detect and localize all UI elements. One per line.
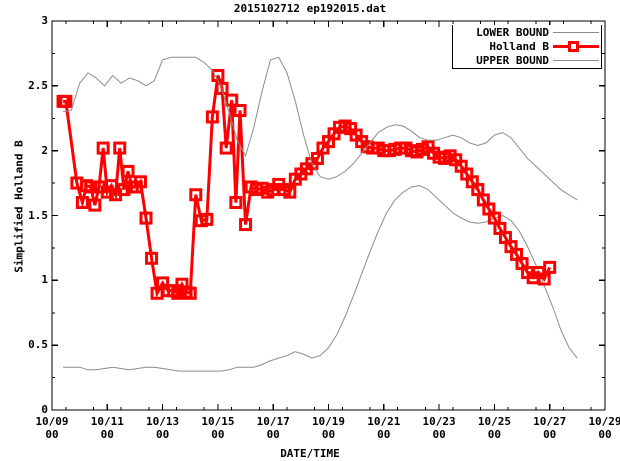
legend-key-upper-bound bbox=[553, 54, 599, 68]
data-point-marker bbox=[219, 141, 233, 155]
x-axis-tick-label: 10/21 00 bbox=[349, 415, 419, 441]
x-axis-tick-label: 10/11 00 bbox=[72, 415, 142, 441]
data-point-marker bbox=[84, 180, 98, 194]
x-tick-date: 10/15 bbox=[201, 415, 235, 428]
data-point-marker bbox=[229, 196, 243, 210]
x-axis-tick-label: 10/15 00 bbox=[183, 415, 253, 441]
x-tick-date: 10/27 bbox=[533, 415, 567, 428]
y-axis-tick-label: 1.5 bbox=[28, 208, 48, 222]
legend-label-upper-bound: UPPER BOUND bbox=[476, 54, 549, 67]
y-axis-tick-label: 3 bbox=[41, 14, 48, 27]
x-tick-hour: 00 bbox=[487, 428, 502, 441]
data-point-marker bbox=[183, 286, 197, 300]
data-point-marker bbox=[537, 272, 551, 286]
legend-key-holland-b bbox=[553, 40, 599, 54]
data-point-marker bbox=[239, 218, 253, 232]
y-axis-tick-label: 2.5 bbox=[28, 78, 48, 92]
x-tick-hour: 00 bbox=[266, 428, 280, 441]
x-axis-label: DATE/TIME bbox=[280, 447, 340, 460]
data-point-marker bbox=[233, 103, 247, 117]
x-tick-hour: 00 bbox=[321, 428, 336, 441]
legend-square-marker-icon bbox=[568, 41, 579, 52]
x-tick-hour: 00 bbox=[377, 428, 391, 441]
legend-line-icon bbox=[553, 32, 599, 33]
data-point-marker bbox=[205, 110, 219, 124]
x-tick-date: 10/17 bbox=[256, 415, 290, 428]
x-tick-hour: 00 bbox=[598, 428, 612, 441]
legend-key-lower-bound bbox=[553, 26, 599, 40]
legend-item-upper-bound[interactable]: UPPER BOUND bbox=[453, 54, 603, 68]
data-point-marker bbox=[225, 93, 239, 107]
legend-label-holland-b: Holland B bbox=[489, 40, 549, 53]
data-point-marker bbox=[215, 81, 229, 95]
x-tick-hour: 00 bbox=[45, 428, 59, 441]
x-tick-hour: 00 bbox=[432, 428, 446, 441]
data-point-marker bbox=[88, 198, 102, 212]
chart-title: 2015102712 ep192015.dat bbox=[233, 2, 387, 15]
data-point-marker bbox=[139, 211, 153, 225]
data-point-marker bbox=[283, 185, 297, 199]
x-tick-date: 10/19 bbox=[311, 415, 346, 428]
data-point-marker bbox=[59, 94, 73, 108]
data-point-marker bbox=[133, 175, 147, 189]
x-tick-hour: 00 bbox=[155, 428, 170, 441]
y-axis-tick-label: 0.5 bbox=[28, 338, 48, 352]
x-axis-tick-label: 10/09 00 bbox=[17, 415, 87, 441]
legend-item-lower-bound[interactable]: LOWER BOUND bbox=[453, 26, 603, 40]
data-point-marker bbox=[96, 141, 110, 155]
x-tick-date: 10/09 bbox=[35, 415, 69, 428]
data-point-marker bbox=[543, 260, 557, 274]
x-axis-tick-label: 10/25 00 bbox=[459, 415, 529, 441]
x-axis-tick-label: 10/23 00 bbox=[404, 415, 474, 441]
data-point-marker bbox=[189, 188, 203, 202]
y-axis-tick-label: 1 bbox=[41, 273, 48, 287]
x-tick-date: 10/21 bbox=[367, 415, 401, 428]
x-tick-date: 10/23 bbox=[422, 415, 456, 428]
x-axis-tick-label: 10/27 00 bbox=[515, 415, 585, 441]
x-axis-tick-label: 10/13 00 bbox=[128, 415, 198, 441]
x-tick-date: 10/25 bbox=[477, 415, 511, 428]
x-tick-date: 10/13 bbox=[146, 415, 180, 428]
data-point-marker bbox=[117, 183, 131, 197]
x-tick-hour: 00 bbox=[100, 428, 114, 441]
y-axis-tick-labels: 0 0.5 1 1.5 2 2.5 3 bbox=[0, 0, 48, 461]
y-axis-tick-label: 0 bbox=[41, 403, 48, 416]
data-point-marker bbox=[200, 212, 214, 226]
x-tick-date: 10/11 bbox=[90, 415, 124, 428]
legend-item-holland-b[interactable]: Holland B bbox=[453, 40, 603, 54]
data-point-marker bbox=[75, 196, 89, 210]
series-line-upper-bound bbox=[62, 56, 578, 201]
data-point-marker bbox=[145, 251, 159, 265]
data-point-marker bbox=[113, 141, 127, 155]
y-axis-tick-label: 2 bbox=[41, 143, 48, 157]
x-axis-tick-label: 10/17 00 bbox=[238, 415, 308, 441]
x-tick-date: 10/29 bbox=[588, 415, 620, 428]
data-point-marker bbox=[121, 164, 135, 178]
x-axis-tick-label: 10/29 00 bbox=[570, 415, 620, 441]
legend-label-lower-bound: LOWER BOUND bbox=[476, 26, 549, 39]
series-line-lower-bound bbox=[63, 185, 578, 372]
chart-legend: LOWER BOUND Holland B UPPER BOUND bbox=[452, 25, 602, 69]
legend-line-icon bbox=[553, 60, 599, 61]
x-axis-tick-label: 10/19 00 bbox=[294, 415, 364, 441]
x-tick-hour: 00 bbox=[543, 428, 557, 441]
x-tick-hour: 00 bbox=[211, 428, 225, 441]
